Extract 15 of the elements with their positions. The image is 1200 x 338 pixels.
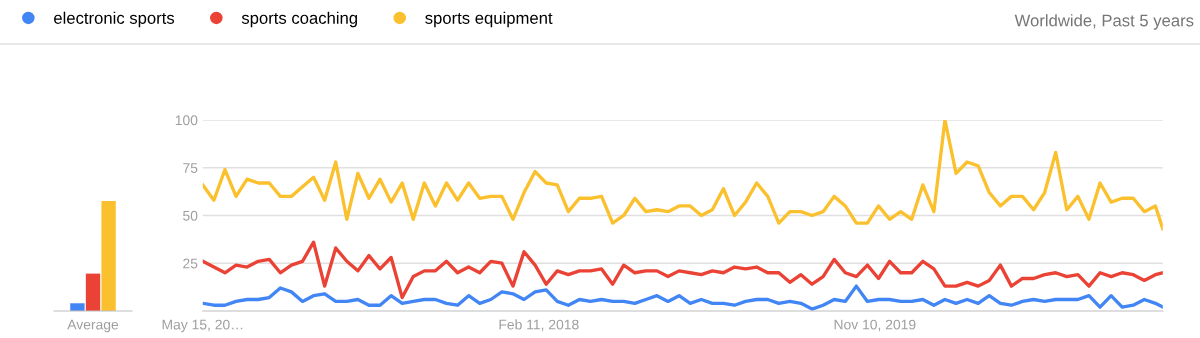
y-tick-label: 100 (175, 115, 198, 126)
legend-label: sports equipment (425, 11, 553, 28)
line-series (202, 119, 1163, 231)
x-tick-label: May 15, 20… (162, 319, 243, 333)
y-tick-label: 50 (183, 210, 198, 221)
text: Worldwide, Past 5 years (1014, 14, 1194, 30)
line-series (202, 284, 1163, 311)
x-tick-label: Nov 10, 2019 (834, 319, 916, 332)
line-series (202, 240, 1163, 300)
legend-label: electronic sports (54, 11, 175, 28)
y-tick-label: 25 (183, 258, 198, 269)
x-tick-label: Average (67, 319, 119, 333)
legend-label: sports coaching (241, 11, 357, 28)
y-tick-label: 75 (183, 163, 198, 173)
x-tick-label: Feb 11, 2018 (499, 319, 579, 332)
